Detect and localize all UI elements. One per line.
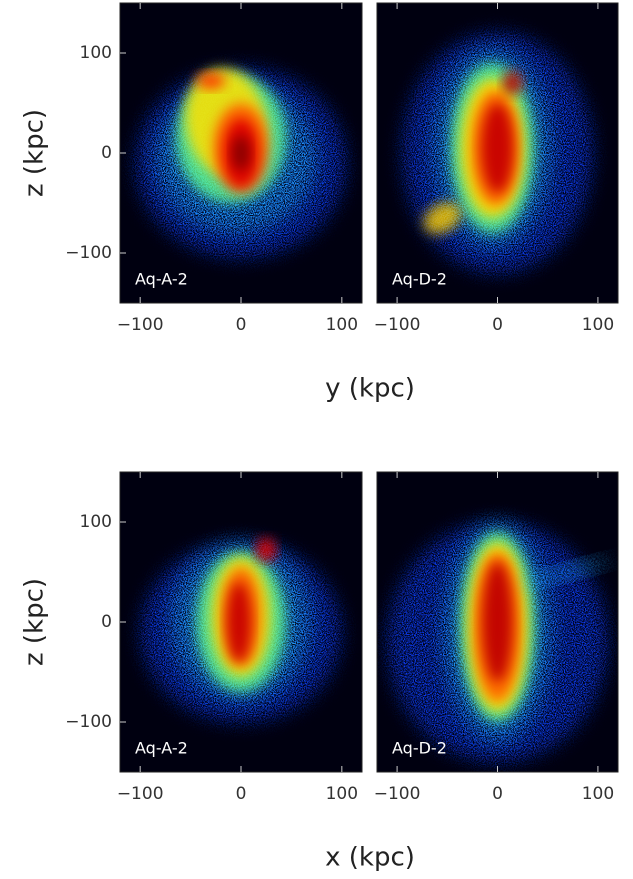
- y-tick-label: −100: [65, 243, 112, 263]
- density-map: [120, 3, 362, 303]
- x-tick-label: 100: [326, 784, 358, 804]
- x-tick-label: −100: [117, 315, 164, 335]
- x-tick-label: 0: [492, 315, 503, 335]
- x-tick-label: 100: [326, 315, 358, 335]
- y-tick-label: 100: [80, 43, 112, 63]
- y-axis-label: z (kpc): [20, 578, 50, 666]
- density-blob: [227, 582, 251, 662]
- x-tick-label: 0: [236, 784, 247, 804]
- density-map: [377, 3, 618, 303]
- panel-label: Aq-A-2: [135, 270, 188, 289]
- density-blob: [232, 135, 250, 171]
- x-tick-label: 100: [582, 784, 614, 804]
- density-map: [377, 472, 618, 772]
- y-tick-label: −100: [65, 712, 112, 732]
- x-axis-label: x (kpc): [325, 843, 415, 873]
- density-blob: [502, 71, 523, 95]
- x-tick-label: 0: [236, 315, 247, 335]
- x-tick-label: −100: [117, 784, 164, 804]
- x-tick-label: −100: [374, 315, 421, 335]
- density-map: [120, 472, 362, 772]
- x-tick-label: −100: [374, 784, 421, 804]
- x-tick-label: 0: [492, 784, 503, 804]
- y-tick-label: 0: [101, 612, 112, 632]
- panel-label: Aq-A-2: [135, 739, 188, 758]
- density-blob: [197, 73, 225, 89]
- x-axis-label: y (kpc): [325, 374, 415, 404]
- density-blob: [482, 562, 513, 682]
- x-tick-label: 100: [582, 315, 614, 335]
- y-tick-label: 0: [101, 143, 112, 163]
- density-blob: [523, 558, 612, 586]
- density-blob: [481, 103, 514, 193]
- density-blob: [423, 202, 462, 234]
- y-axis-label: z (kpc): [20, 109, 50, 197]
- panel-label: Aq-D-2: [392, 270, 447, 289]
- density-blob: [256, 538, 276, 562]
- y-tick-label: 100: [80, 512, 112, 532]
- panel-label: Aq-D-2: [392, 739, 447, 758]
